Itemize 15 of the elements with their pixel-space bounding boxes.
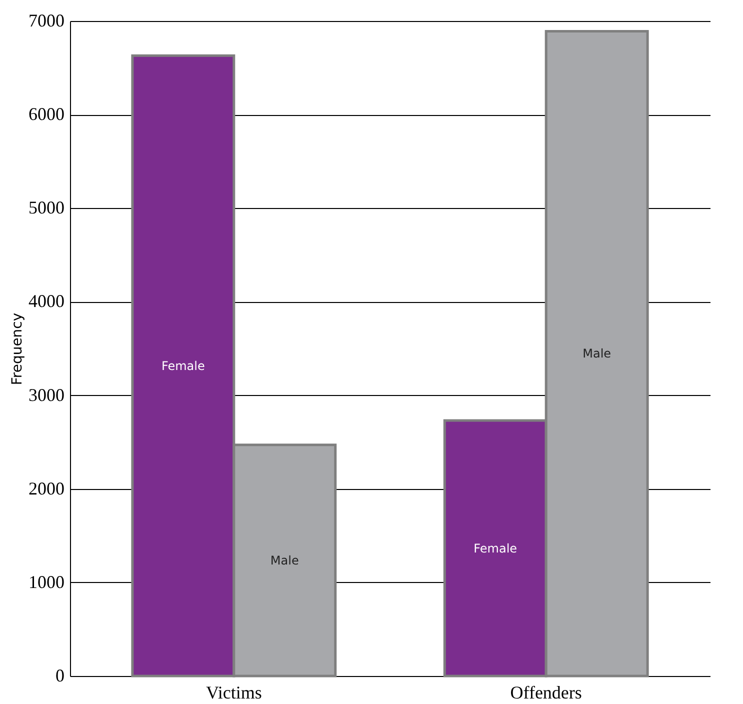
series-label: Female <box>161 358 205 373</box>
y-tick-label: 3000 <box>28 384 64 405</box>
y-axis-title: Frequency <box>10 312 26 386</box>
y-tick-label: 1000 <box>28 572 64 592</box>
x-tick-label: Offenders <box>510 682 582 702</box>
text: Male <box>582 346 612 361</box>
y-tick-label: 4000 <box>28 291 64 312</box>
y-tick-label: 5000 <box>28 198 64 218</box>
x-tick-label: Victims <box>206 682 262 702</box>
y-tick-label: 6000 <box>28 104 64 124</box>
series-label: Male <box>270 553 299 568</box>
y-tick-label: 2000 <box>28 478 64 498</box>
y-tick-label: 0 <box>56 666 64 686</box>
y-tick-label: 7000 <box>28 10 64 30</box>
text: Female <box>474 541 518 556</box>
